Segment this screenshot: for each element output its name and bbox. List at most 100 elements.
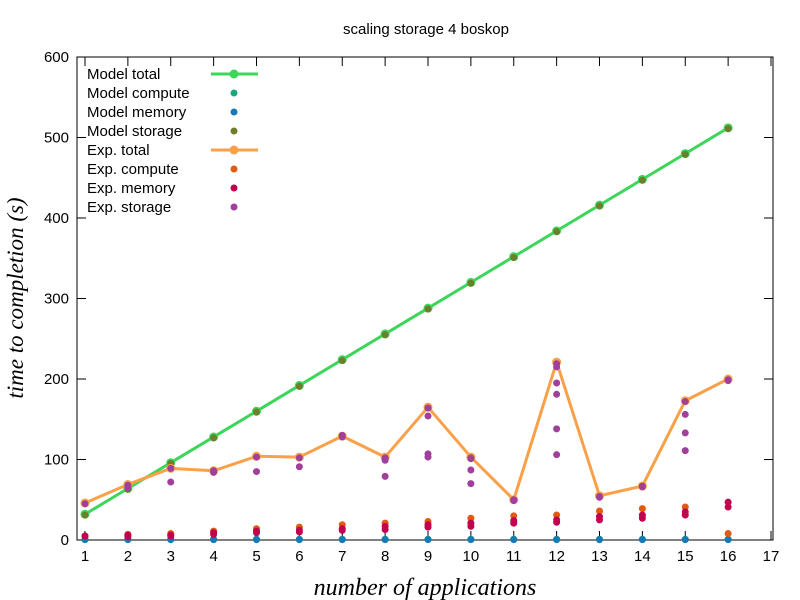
data-point [681,150,689,158]
data-point [510,512,518,520]
data-point [553,511,561,519]
legend-label: Model compute [87,85,190,102]
data-point [681,536,689,544]
data-point [424,412,432,420]
data-point [81,532,89,540]
data-point [210,434,218,442]
x-tick-label: 3 [167,548,175,565]
legend-item: Model total [87,66,258,83]
data-point [253,536,260,544]
x-tick-label: 16 [720,548,737,565]
data-point [596,507,603,515]
x-tick-label: 2 [124,548,132,565]
series-exp-total [80,357,733,508]
data-point [724,125,732,133]
data-point [681,429,689,437]
y-tick-label: 400 [44,210,69,227]
legend-item: Exp. compute [87,161,238,178]
y-tick-label: 300 [44,291,69,308]
legend-item: Exp. total [87,142,258,159]
data-point [681,503,689,511]
x-tick-label: 15 [677,548,694,565]
series-layer [80,123,733,544]
series-exp-memory [81,498,732,541]
legend-swatch-point [229,145,239,155]
legend-swatch-point [230,89,238,97]
data-point [338,356,346,364]
data-point [596,202,603,210]
data-point [424,536,432,544]
data-point [338,525,346,533]
x-axis: 1 2 3 4 5 6 7 8 9 10 11 12 13 14 15 16 17 [81,57,780,565]
data-point [81,500,89,508]
y-tick-label: 600 [44,49,69,66]
data-point [638,176,646,184]
legend-item: Model memory [87,104,238,121]
x-tick-label: 14 [634,548,651,565]
data-point [467,514,475,522]
x-tick-label: 4 [209,548,217,565]
data-point [338,536,346,544]
y-tick-label: 0 [61,532,69,549]
data-point [381,522,389,530]
data-point [510,536,518,544]
x-tick-label: 9 [424,548,432,565]
data-point [295,454,303,462]
legend-item: Exp. memory [87,180,238,197]
data-point [253,468,260,476]
y-axis-label: time to completion (s) [3,197,28,398]
legend-swatch-point [230,108,238,116]
data-point [681,447,689,455]
x-tick-label: 17 [763,548,780,565]
data-point [253,527,260,535]
data-point [638,505,646,513]
legend-item: Exp. storage [87,199,238,216]
data-point [724,376,732,384]
legend-item: Model compute [87,85,238,102]
legend-label: Model total [87,66,160,83]
data-point [553,451,561,459]
legend-label: Exp. compute [87,161,179,178]
data-point [553,536,561,544]
series-exp-storage [81,360,732,508]
data-point [381,331,389,339]
data-point [295,536,303,544]
legend-swatch-point [230,203,238,211]
data-point [424,305,432,313]
data-point [724,503,732,511]
data-point [467,466,475,474]
legend: Model total Model compute Model memory Mode… [87,66,258,216]
data-point [510,517,518,525]
legend-label: Exp. storage [87,199,171,216]
legend-swatch-point [229,69,239,79]
data-point [210,536,218,544]
data-point [467,536,475,544]
data-point [467,480,475,488]
data-point [295,382,303,390]
data-point [338,431,346,439]
data-point [596,536,603,544]
data-point [295,463,303,471]
legend-label: Exp. total [87,142,150,159]
data-point [467,454,475,462]
x-tick-label: 7 [338,548,346,565]
series-line [84,126,729,516]
data-point [167,464,175,472]
x-tick-label: 10 [463,548,480,565]
data-point [638,536,646,544]
data-point [553,360,561,368]
data-point [553,425,561,433]
data-point [681,410,689,418]
legend-swatch-point [230,184,238,192]
data-point [638,482,646,490]
data-point [510,253,518,261]
legend-label: Model storage [87,123,182,140]
legend-item: Model storage [87,123,238,140]
data-point [467,279,475,287]
x-tick-label: 11 [506,548,522,565]
data-point [638,511,646,519]
series-model-compute [81,535,732,543]
legend-label: Model memory [87,104,187,121]
x-tick-label: 13 [591,548,608,565]
